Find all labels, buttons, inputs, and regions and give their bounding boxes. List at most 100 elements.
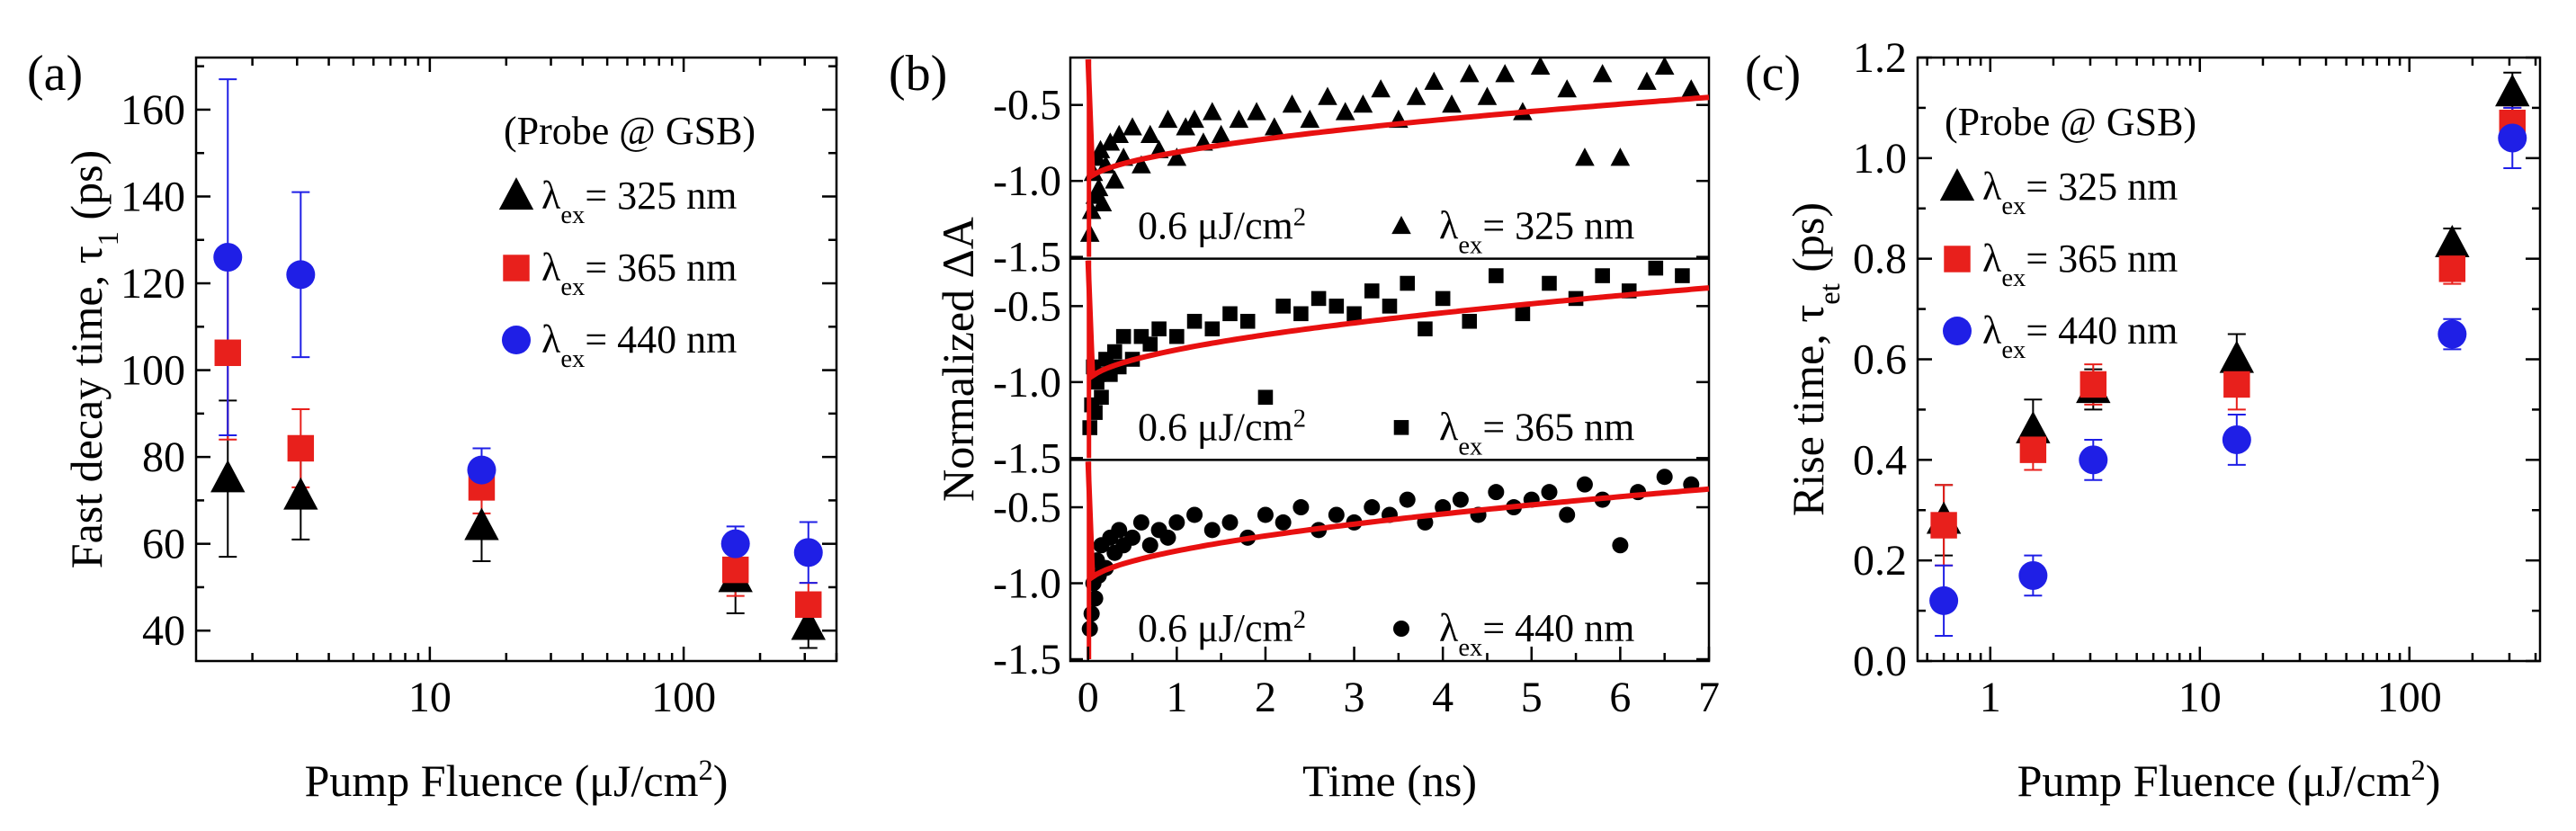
- c-point-square: [1930, 512, 1957, 539]
- c-point-triangle: [2435, 225, 2470, 258]
- a-legend-label-1: λex= 325 nm: [541, 174, 737, 229]
- b-data-point-triangle: [1592, 64, 1613, 83]
- b-plot-frame: [1069, 56, 1711, 663]
- b-data-point-triangle: [1140, 124, 1160, 143]
- b-data-point-square: [1648, 260, 1664, 276]
- c-point-circle: [2498, 123, 2527, 153]
- b-data-point-circle: [1452, 491, 1469, 508]
- c-x-tick-label: 10: [2178, 674, 2222, 721]
- b-data-point-triangle: [1090, 139, 1111, 158]
- a-y-tick-label: 60: [142, 521, 185, 568]
- b-annot-marker: [1393, 420, 1409, 435]
- b-data-point-triangle: [1300, 109, 1320, 129]
- b-data-point-triangle: [1610, 147, 1631, 166]
- b-data-point-circle: [1168, 514, 1185, 531]
- a-point-circle: [467, 455, 496, 485]
- c-point-circle: [2222, 424, 2251, 454]
- panel-c-letter: (c): [1745, 46, 1801, 102]
- b-y-tick-label: -1.0: [993, 560, 1061, 608]
- b-data-point-triangle: [1092, 192, 1113, 212]
- a-point-triangle: [791, 607, 826, 640]
- b-data-point-square: [1489, 268, 1504, 283]
- b-x-tick-label: 7: [1698, 674, 1720, 721]
- c-point-square: [2438, 255, 2466, 282]
- b-data-point-square: [1310, 290, 1327, 307]
- b-x-tick-label: 3: [1344, 674, 1365, 721]
- b-y-tick-label: -0.5: [993, 484, 1061, 532]
- b-data-point-triangle: [1495, 64, 1515, 83]
- c-y-tick-label: 0.4: [1853, 436, 1907, 484]
- b-data-point-circle: [1275, 514, 1292, 531]
- b-y-tick-label: -1.5: [993, 434, 1061, 482]
- b-annot-marker: [1391, 215, 1411, 235]
- c-x-tick-label: 100: [2377, 674, 2442, 721]
- c-y-tick-label: 0.8: [1853, 236, 1907, 283]
- b-data-point-square: [1542, 275, 1557, 291]
- panel-a: (a) 10 100 40 60 80 100 120 140 160 Pump Fluence (…: [27, 46, 838, 806]
- a-y-tick-label: 160: [121, 86, 185, 134]
- b-data-point-triangle: [1681, 79, 1702, 98]
- b-wavelength-label: λex= 365 nm: [1439, 405, 1634, 460]
- a-point-circle: [213, 243, 243, 273]
- a-point-circle: [286, 260, 316, 290]
- b-data-point-triangle: [1088, 177, 1109, 197]
- b-data-point-triangle: [1353, 94, 1373, 113]
- b-data-point-triangle: [1406, 86, 1427, 105]
- c-legend-label-3: λex= 440 nm: [1982, 308, 2178, 364]
- a-point-square: [795, 591, 822, 618]
- b-data-point-triangle: [1167, 147, 1187, 166]
- b-data-point-square: [1107, 344, 1123, 360]
- b-x-axis-title: Time (ns): [1302, 755, 1477, 806]
- b-x-tick-label: 0: [1078, 674, 1099, 721]
- c-y-tick-label: 0.0: [1853, 638, 1907, 685]
- b-data-point-triangle: [1202, 102, 1222, 121]
- a-y-tick-label: 140: [121, 173, 185, 220]
- a-point-triangle: [464, 507, 499, 541]
- a-legend-marker-3: [502, 326, 531, 354]
- b-data-point-triangle: [1123, 117, 1142, 136]
- b-fluence-label: 0.6 μJ/cm2: [1138, 405, 1306, 450]
- a-y-axis-title: Fast decay time, τ1 (ps): [61, 150, 125, 568]
- b-data-point-triangle: [1442, 94, 1462, 113]
- c-point-triangle: [2219, 340, 2255, 373]
- b-fluence-label: 0.6 μJ/cm2: [1138, 606, 1306, 651]
- b-data-point-triangle: [1371, 79, 1391, 98]
- b-data-point-triangle: [1265, 117, 1284, 136]
- a-plot-frame: [194, 56, 838, 663]
- b-data-point-triangle: [1318, 86, 1337, 105]
- b-x-tick-label: 2: [1255, 674, 1276, 721]
- b-data-point-square: [1515, 306, 1531, 322]
- b-data-point-triangle: [1158, 109, 1178, 129]
- b-data-point-circle: [1292, 499, 1310, 516]
- b-data-point-square: [1239, 313, 1256, 329]
- b-data-point-circle: [1257, 506, 1274, 523]
- c-point-circle: [2079, 445, 2108, 475]
- b-data-point-triangle: [1575, 147, 1595, 166]
- b-y-tick-label: -0.5: [993, 282, 1061, 330]
- b-data-point-square: [1222, 306, 1238, 322]
- b-fit-curve: [1085, 58, 1710, 181]
- b-data-point-triangle: [1109, 124, 1130, 143]
- a-point-triangle: [283, 477, 318, 510]
- a-y-tick-label: 120: [121, 260, 185, 308]
- b-data-point-square: [1169, 328, 1185, 344]
- a-y-tick-label: 40: [142, 607, 185, 655]
- b-data-point-circle: [1399, 491, 1416, 508]
- b-data-point-square: [1293, 306, 1309, 322]
- b-data-point-triangle: [1282, 94, 1302, 113]
- b-wavelength-label: λex= 325 nm: [1439, 204, 1634, 260]
- a-legend-label-2: λex= 365 nm: [541, 246, 737, 301]
- b-data-point-circle: [1141, 537, 1158, 554]
- b-fluence-label: 0.6 μJ/cm2: [1138, 203, 1306, 248]
- b-data-point-triangle: [1654, 56, 1675, 75]
- a-x-axis-title: Pump Fluence (μJ/cm2): [305, 755, 729, 806]
- b-x-tick-label: 1: [1166, 674, 1187, 721]
- b-y-tick-label: -1.0: [993, 359, 1061, 407]
- b-y-tick-label: -0.5: [993, 82, 1061, 130]
- a-x-tick-label: 100: [651, 674, 716, 721]
- b-data-point-square: [1115, 328, 1131, 344]
- b-y-tick-label: -1.5: [993, 636, 1061, 684]
- c-legend-header: (Probe @ GSB): [1945, 100, 2196, 144]
- b-data-point-circle: [1132, 514, 1149, 531]
- c-x-tick-label: 1: [1980, 674, 2001, 721]
